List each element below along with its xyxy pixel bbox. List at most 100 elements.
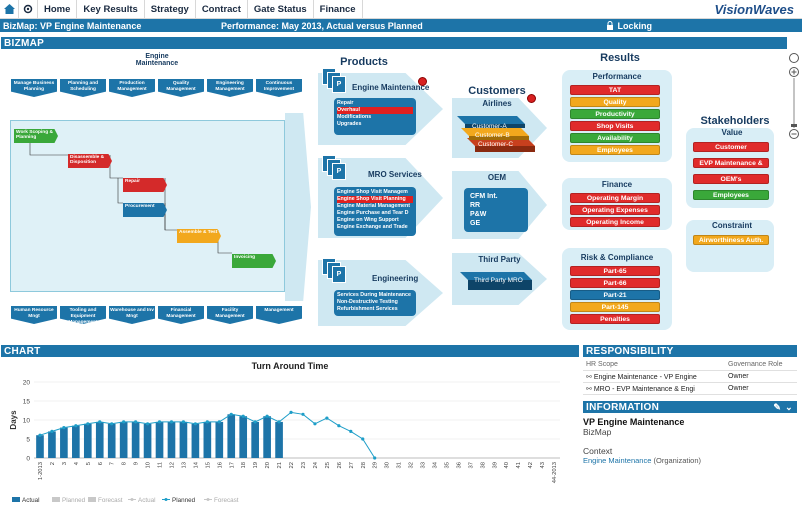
product-engineering-title[interactable]: Engineering bbox=[372, 274, 419, 283]
product-item[interactable]: Engine Shop Visit Planning bbox=[337, 196, 413, 203]
customer-third-party-title[interactable]: Third Party bbox=[478, 255, 521, 264]
product-item[interactable]: Modifications bbox=[337, 114, 372, 120]
value-pill[interactable]: Customer bbox=[693, 142, 769, 152]
risk-pill[interactable]: Penalties bbox=[570, 314, 660, 324]
customer-oem-title[interactable]: OEM bbox=[487, 173, 507, 182]
product-item[interactable]: Refurbishment Services bbox=[337, 306, 398, 312]
process-tooling-equipment[interactable]: Tooling and Equipment Management bbox=[60, 306, 106, 324]
customer-item[interactable]: Customer-B bbox=[475, 132, 510, 139]
nav-strategy[interactable]: Strategy bbox=[145, 0, 196, 18]
x-tick-label: 24 bbox=[313, 461, 319, 468]
point-planned bbox=[50, 429, 54, 433]
x-tick-label: 5 bbox=[86, 462, 92, 465]
customer-item[interactable]: GE bbox=[470, 220, 481, 227]
responsibility-header-label: RESPONSIBILITY bbox=[586, 345, 674, 357]
flow-step-invoicing[interactable]: Invoicing bbox=[232, 254, 276, 268]
flow-step-work-scoping[interactable]: Work Scoping & Planning bbox=[14, 129, 58, 143]
performance-pill[interactable]: Shop Visits bbox=[570, 121, 660, 131]
finance-pill[interactable]: Operating Expenses bbox=[570, 205, 660, 215]
info-context-link[interactable]: Engine Maintenance bbox=[583, 456, 652, 465]
locking-toggle[interactable]: Locking bbox=[606, 21, 652, 31]
x-tick-label: 14 bbox=[193, 461, 199, 468]
customer-item[interactable]: Customer-A bbox=[472, 123, 507, 130]
point-planned bbox=[38, 433, 42, 437]
table-row[interactable]: ⚯ Engine Maintenance - VP Engine Owner bbox=[583, 371, 797, 383]
x-tick-label: 3 bbox=[62, 462, 68, 465]
settings-icon[interactable] bbox=[19, 0, 38, 18]
product-item[interactable]: Engine on Wing Support bbox=[337, 217, 399, 223]
x-tick-label: 31 bbox=[397, 462, 403, 468]
flow-step-procurement[interactable]: Procurement bbox=[123, 203, 167, 217]
product-item[interactable]: Engine Material Management bbox=[337, 203, 410, 209]
collapse-icon[interactable]: ⌄ bbox=[785, 401, 793, 412]
product-item[interactable]: Upgrades bbox=[337, 121, 362, 127]
performance-pill[interactable]: Quality bbox=[570, 97, 660, 107]
process-financial-management[interactable]: Financial Management bbox=[158, 306, 204, 324]
risk-pill[interactable]: Part-66 bbox=[570, 278, 660, 288]
customer-airlines-title[interactable]: Airlines bbox=[482, 99, 512, 108]
product-item[interactable]: Services During Maintenance bbox=[337, 292, 411, 298]
process-planning-scheduling[interactable]: Planning and Scheduling bbox=[60, 79, 106, 97]
product-item[interactable]: Overhaul bbox=[337, 107, 413, 114]
x-tick-label: 29 bbox=[373, 462, 379, 468]
constraint-pill[interactable]: Airworthiness Auth. bbox=[693, 235, 769, 245]
process-human-resource[interactable]: Human Resource Mngt bbox=[11, 306, 57, 324]
x-tick-label: 28 bbox=[361, 462, 367, 468]
product-mro-services-title[interactable]: MRO Services bbox=[368, 170, 422, 179]
value-pill[interactable]: OEM's bbox=[693, 174, 769, 184]
product-engineering-list: Services During Maintenance Non-Destruct… bbox=[334, 290, 416, 316]
risk-pill[interactable]: Part-145 bbox=[570, 302, 660, 312]
process-warehouse-inventory[interactable]: Warehouse and Inv Mngt bbox=[109, 306, 155, 324]
x-tick-label: 34 bbox=[432, 461, 438, 468]
bizmap-header-label: BIZMAP bbox=[4, 37, 45, 49]
performance-pill[interactable]: Employees bbox=[570, 145, 660, 155]
performance-label: Performance: May 2013, Actual versus Pla… bbox=[221, 20, 423, 31]
y-tick-label: 15 bbox=[23, 399, 31, 406]
product-item[interactable]: Repair bbox=[337, 100, 354, 106]
top-navigation: Home Key Results Strategy Contract Gate … bbox=[0, 0, 802, 19]
customer-item[interactable]: Third Party MRO bbox=[474, 277, 523, 284]
customer-third-party-box bbox=[460, 272, 532, 290]
results-finance-title[interactable]: Finance bbox=[601, 180, 633, 189]
nav-home[interactable]: Home bbox=[38, 0, 78, 18]
edit-icon[interactable]: ✎ bbox=[773, 401, 782, 412]
product-item[interactable]: Engine Shop Visit Managem bbox=[337, 189, 408, 195]
finance-pill[interactable]: Operating Income bbox=[570, 217, 660, 227]
process-facility-management[interactable]: Facility Management bbox=[207, 306, 253, 324]
nav-key-results[interactable]: Key Results bbox=[77, 0, 145, 18]
product-item[interactable]: Engine Exchange and Trade bbox=[337, 224, 408, 230]
product-item[interactable]: Non-Destructive Testing bbox=[337, 299, 398, 305]
customer-item[interactable]: CFM Int. bbox=[470, 193, 498, 200]
value-pill[interactable]: Employees bbox=[693, 190, 769, 200]
process-engineering-management[interactable]: Engineering Management bbox=[207, 79, 253, 97]
flow-step-repair[interactable]: Repair bbox=[123, 178, 167, 192]
process-production-management[interactable]: Production Management bbox=[109, 79, 155, 97]
value-pill[interactable]: EVP Maintenance & bbox=[693, 158, 769, 168]
nav-finance[interactable]: Finance bbox=[314, 0, 363, 18]
finance-pill[interactable]: Operating Margin bbox=[570, 193, 660, 203]
nav-contract[interactable]: Contract bbox=[196, 0, 248, 18]
performance-pill[interactable]: Availability bbox=[570, 133, 660, 143]
x-tick-label: 22 bbox=[289, 462, 295, 468]
risk-pill[interactable]: Part-21 bbox=[570, 290, 660, 300]
process-quality-management[interactable]: Quality Management bbox=[158, 79, 204, 97]
results-performance-title[interactable]: Performance bbox=[592, 72, 642, 81]
process-continuous-improvement[interactable]: Continuous Improvement bbox=[256, 79, 302, 97]
information-header: INFORMATION ✎ ⌄ bbox=[583, 401, 797, 413]
customer-item[interactable]: P&W bbox=[470, 211, 487, 218]
customer-item[interactable]: Customer-C bbox=[478, 141, 514, 148]
flow-step-disassemble[interactable]: Disassemble & Disposition bbox=[68, 154, 112, 168]
product-item[interactable]: Engine Purchase and Tear D bbox=[337, 210, 409, 216]
process-management[interactable]: Management bbox=[256, 306, 302, 324]
product-engine-maintenance-title[interactable]: Engine Maintenance bbox=[352, 83, 430, 92]
table-row[interactable]: ⚯ MRO - EVP Maintenance & Engi Owner bbox=[583, 383, 797, 395]
risk-pill[interactable]: Part-65 bbox=[570, 266, 660, 276]
customer-item[interactable]: RR bbox=[470, 202, 481, 209]
performance-pill[interactable]: Productivity bbox=[570, 109, 660, 119]
home-icon[interactable] bbox=[0, 0, 19, 18]
performance-pill[interactable]: TAT bbox=[570, 85, 660, 95]
nav-gate-status[interactable]: Gate Status bbox=[248, 0, 314, 18]
results-risk-title[interactable]: Risk & Compliance bbox=[580, 253, 654, 262]
flow-step-assemble-test[interactable]: Assemble & Test bbox=[177, 229, 221, 243]
process-manage-business-planning[interactable]: Manage Business Planning bbox=[11, 79, 57, 97]
